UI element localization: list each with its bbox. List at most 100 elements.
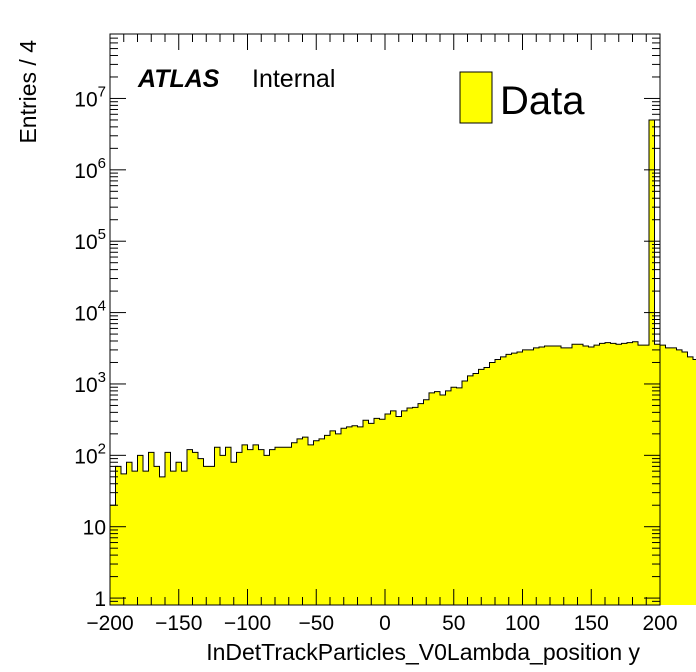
x-tick-label: −50: [298, 612, 334, 635]
histogram-bin: [687, 356, 694, 605]
histogram-bin: [275, 447, 281, 605]
legend: Data: [459, 71, 585, 124]
histogram-bin: [231, 462, 237, 605]
histogram-bin: [335, 433, 342, 605]
histogram-bin: [605, 342, 611, 605]
histogram-bin: [682, 352, 688, 605]
histogram-bin: [665, 347, 672, 605]
histogram-bin: [561, 347, 567, 605]
histogram-bin: [643, 345, 650, 605]
histogram-bin: [489, 362, 496, 605]
histogram-bin: [324, 435, 331, 605]
histogram-bin: [379, 419, 386, 605]
histogram-bin: [550, 346, 556, 605]
histogram-bin: [170, 471, 177, 605]
histogram-bin: [132, 471, 138, 605]
histogram-bin: [533, 347, 540, 605]
histogram-bin: [555, 346, 562, 605]
histogram-bin: [418, 403, 424, 605]
histogram-bin: [423, 399, 430, 605]
histogram-bin: [500, 356, 507, 605]
histogram-bin: [242, 444, 248, 605]
y-tick-label: 10: [83, 517, 106, 540]
histogram-bin: [467, 375, 474, 605]
histogram-bin: [368, 423, 375, 605]
histogram-bin: [297, 438, 303, 605]
y-axis-title: Entries / 4: [15, 40, 41, 144]
histogram-bin: [577, 344, 584, 605]
histogram-bin: [121, 473, 127, 605]
histogram-bin: [269, 449, 276, 605]
histogram-bin: [176, 462, 182, 605]
y-tick-label: 102: [74, 440, 106, 468]
histogram-bin: [693, 359, 696, 605]
histogram-bin: [610, 343, 617, 605]
histogram-bin: [599, 343, 606, 605]
histogram-bin: [478, 369, 485, 605]
x-tick-label: 100: [505, 612, 540, 635]
x-tick-label: −150: [155, 612, 202, 635]
histogram-bin: [583, 346, 589, 605]
histogram-bin: [671, 347, 677, 605]
histogram-bin: [396, 416, 402, 605]
histogram-bin: [528, 349, 534, 605]
histogram-bin: [616, 344, 622, 605]
histogram-bin: [159, 476, 166, 605]
y-tick-label: 103: [74, 369, 106, 397]
y-tick-label: 1: [94, 588, 106, 611]
histogram-bin: [280, 447, 287, 605]
histogram-bin: [539, 346, 545, 605]
x-tick-label: −100: [224, 612, 271, 635]
histogram-bin: [407, 408, 413, 605]
histogram-bin: [484, 367, 490, 605]
histogram-bin: [115, 466, 122, 605]
histogram-bin: [357, 426, 364, 605]
histogram-bin: [198, 458, 204, 605]
histogram-bin: [445, 390, 452, 605]
histogram-bin: [495, 359, 501, 605]
histogram-bin: [319, 438, 325, 605]
histogram-bin: [638, 345, 644, 605]
histogram-bin: [352, 425, 358, 605]
histogram-bin: [401, 410, 408, 605]
histogram-bin: [627, 342, 633, 605]
histogram-bin: [225, 447, 232, 605]
histogram-bin: [434, 391, 441, 605]
atlas-label: ATLAS Internal: [137, 65, 335, 93]
histogram-bin: [511, 353, 518, 605]
axes: −200 −150 −100 −50 0 50 100 150 200 1 10 102 103 104 1…: [74, 33, 678, 635]
histogram-bin: [517, 352, 523, 605]
histogram-bin: [621, 343, 628, 605]
histogram-bin: [429, 392, 435, 605]
histogram-bin: [390, 410, 397, 605]
histogram-bin: [214, 447, 221, 605]
x-tick-label: 150: [574, 612, 609, 635]
histogram-bin: [385, 413, 391, 605]
histogram-bin: [451, 387, 457, 605]
y-tick-label: 106: [74, 155, 106, 183]
histogram-bin: [676, 349, 683, 605]
histogram-bin: [456, 387, 463, 605]
x-tick-label: 0: [379, 612, 391, 635]
histogram-bin: [412, 407, 419, 605]
histogram-bin: [374, 418, 380, 605]
histogram-bin: [588, 346, 595, 605]
histogram-bin: [187, 449, 193, 605]
histogram-bin: [506, 354, 512, 605]
histogram-bin: [660, 345, 666, 605]
histogram-bin: [346, 426, 353, 605]
histogram-bin: [440, 395, 446, 605]
x-tick-label: 200: [642, 612, 677, 635]
atlas-label-text: Internal: [252, 65, 335, 93]
histogram-bin: [522, 349, 529, 605]
y-tick-label: 104: [74, 298, 106, 326]
histogram-bin: [165, 452, 171, 605]
x-axis-title: InDetTrackParticles_V0Lambda_position y: [206, 639, 640, 665]
histogram-bin: [286, 447, 292, 605]
histogram-bin: [308, 444, 314, 605]
histogram-bin: [154, 466, 160, 605]
histogram-bin: [363, 420, 369, 605]
histogram-bin: [181, 471, 188, 605]
legend-swatch-data: [459, 71, 493, 124]
histogram-bin: [291, 442, 298, 605]
